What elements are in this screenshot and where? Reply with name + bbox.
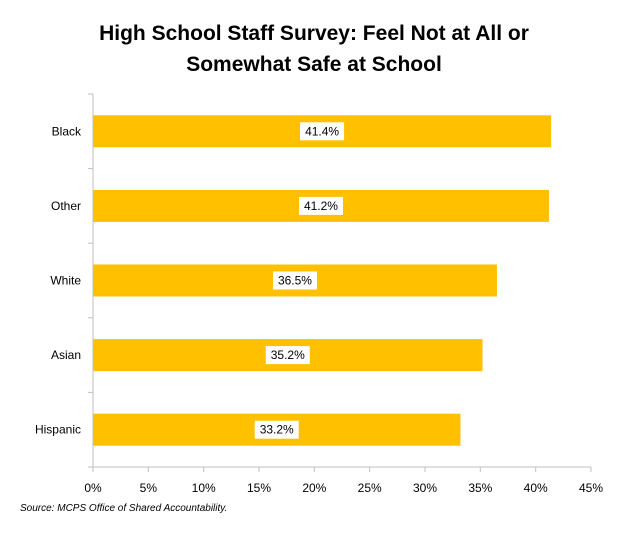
x-tick-label: 40%	[524, 481, 548, 495]
axes-group: Black Other White Asian Hispanic 0% 5% 10% 15% 20…	[35, 93, 603, 495]
x-tick-label: 30%	[413, 481, 437, 495]
data-label-box	[272, 271, 317, 290]
y-tick-label: Hispanic	[35, 423, 81, 437]
data-label: 36.5%	[278, 274, 312, 288]
chart-title-line-1: High School Staff Survey: Feel Not at Al…	[99, 22, 529, 45]
chart-title-line-2: Somewhat Safe at School	[186, 53, 442, 76]
bars-group: 41.4% 41.2% 36.5% 35.2% 33.2%	[93, 115, 552, 446]
y-tick-label: White	[50, 274, 81, 288]
data-label: 41.2%	[304, 199, 338, 213]
y-tick-label: Asian	[51, 348, 81, 362]
data-label: 33.2%	[260, 423, 294, 437]
x-tick-label: 15%	[247, 481, 271, 495]
source-note: Source: MCPS Office of Shared Accountabi…	[20, 503, 228, 514]
x-tick-label: 25%	[358, 481, 382, 495]
data-label: 41.4%	[305, 124, 339, 138]
data-label-box	[254, 420, 299, 439]
data-label-box	[298, 196, 343, 215]
data-label: 35.2%	[271, 348, 305, 362]
y-tick-label: Other	[51, 199, 81, 213]
chart-title: High School Staff Survey: Feel Not at Al…	[0, 18, 628, 80]
data-label-box	[300, 122, 345, 141]
x-tick-label: 0%	[84, 481, 102, 495]
x-tick-label: 20%	[302, 481, 326, 495]
x-tick-label: 10%	[192, 481, 216, 495]
x-tick-label: 35%	[468, 481, 492, 495]
x-tick-label: 5%	[140, 481, 158, 495]
data-label-box	[265, 346, 310, 365]
y-tick-label: Black	[52, 124, 82, 138]
x-tick-label: 45%	[579, 481, 603, 495]
